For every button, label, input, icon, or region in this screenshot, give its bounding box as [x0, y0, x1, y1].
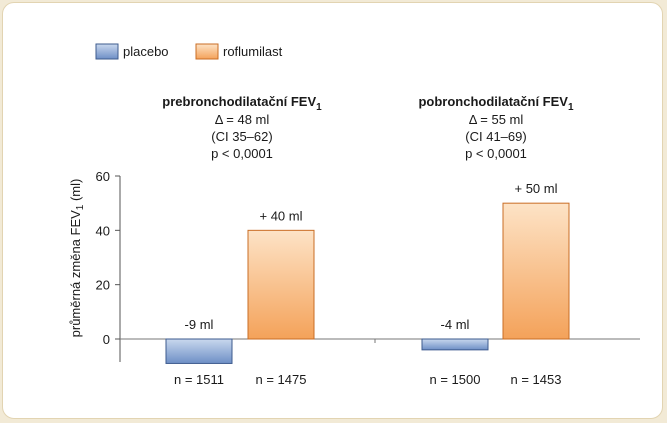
legend: placebo roflumilast — [95, 43, 283, 60]
y-axis-label: průměrná změna FEV1 (ml) — [68, 179, 86, 338]
group-stat-line: (CI 35–62) — [211, 129, 272, 144]
bar-value-label: + 40 ml — [260, 208, 303, 223]
bar-n-label: n = 1453 — [511, 372, 562, 387]
bar-placebo — [421, 338, 489, 351]
legend-swatch-roflumilast — [195, 43, 219, 60]
legend-swatch-placebo — [95, 43, 119, 60]
y-tick-label: 60 — [96, 169, 110, 184]
y-tick-label: 20 — [96, 278, 110, 293]
y-tick-label: 40 — [96, 223, 110, 238]
group-stat-line: (CI 41–69) — [465, 129, 526, 144]
bar-value-label: + 50 ml — [515, 181, 558, 196]
y-tick-label: 0 — [103, 332, 110, 347]
bar-n-label: n = 1511 — [174, 372, 224, 387]
bar-value-label: -4 ml — [441, 317, 470, 332]
group-title: pobronchodilatační FEV1 — [418, 94, 574, 113]
group-stat-line: p < 0,0001 — [465, 146, 527, 161]
bar-roflumilast — [247, 229, 315, 340]
bar-placebo — [165, 338, 233, 364]
group-stat-line: p < 0,0001 — [211, 146, 273, 161]
group-title: prebronchodilatační FEV1 — [162, 94, 322, 113]
legend-label-roflumilast: roflumilast — [223, 44, 283, 59]
group-stat-line: Δ = 55 ml — [469, 112, 524, 127]
legend-label-placebo: placebo — [123, 44, 169, 59]
bar-value-label: -9 ml — [185, 317, 214, 332]
group-stat-line: Δ = 48 ml — [215, 112, 270, 127]
bar-roflumilast — [502, 202, 570, 340]
bar-n-label: n = 1500 — [430, 372, 481, 387]
bar-n-label: n = 1475 — [256, 372, 307, 387]
